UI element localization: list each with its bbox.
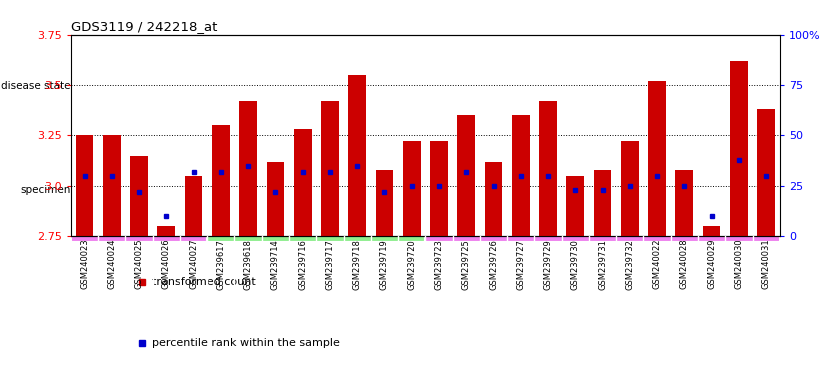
- Bar: [730, 61, 748, 236]
- Text: GSM240024: GSM240024: [108, 239, 116, 290]
- Text: GSM239723: GSM239723: [435, 239, 444, 290]
- Bar: [703, 226, 721, 236]
- Bar: [485, 162, 502, 236]
- Text: non-inflamed: non-inflamed: [102, 185, 176, 195]
- Text: GSM239716: GSM239716: [298, 239, 307, 290]
- Bar: [158, 226, 175, 236]
- Bar: [539, 101, 557, 236]
- Text: control: control: [120, 81, 158, 91]
- Text: GSM239732: GSM239732: [626, 239, 635, 290]
- Text: percentile rank within the sample: percentile rank within the sample: [153, 338, 340, 348]
- Text: GDS3119 / 242218_at: GDS3119 / 242218_at: [71, 20, 218, 33]
- Text: GSM240023: GSM240023: [80, 239, 89, 290]
- Bar: [676, 170, 693, 236]
- Text: ulcerative colitis: ulcerative colitis: [448, 81, 540, 91]
- Bar: [184, 176, 203, 236]
- Bar: [239, 101, 257, 236]
- Bar: [71, 138, 207, 242]
- Bar: [594, 170, 611, 236]
- Text: GSM239618: GSM239618: [244, 239, 253, 290]
- Bar: [207, 138, 425, 242]
- Text: GSM240031: GSM240031: [761, 239, 771, 290]
- Text: GSM239617: GSM239617: [216, 239, 225, 290]
- Bar: [321, 101, 339, 236]
- Text: GSM239727: GSM239727: [516, 239, 525, 290]
- Bar: [212, 125, 229, 236]
- Text: GSM239729: GSM239729: [544, 239, 553, 290]
- Text: GSM240026: GSM240026: [162, 239, 171, 290]
- Bar: [130, 156, 148, 236]
- Text: non-inflamed: non-inflamed: [565, 185, 640, 195]
- Text: GSM239725: GSM239725: [462, 239, 470, 290]
- Text: GSM239717: GSM239717: [325, 239, 334, 290]
- Bar: [425, 138, 780, 242]
- Text: specimen: specimen: [21, 185, 71, 195]
- Bar: [207, 35, 780, 138]
- Text: GSM239726: GSM239726: [489, 239, 498, 290]
- Bar: [375, 170, 394, 236]
- Bar: [566, 176, 584, 236]
- Text: GSM239730: GSM239730: [570, 239, 580, 290]
- Text: GSM240028: GSM240028: [680, 239, 689, 290]
- Text: transformed count: transformed count: [153, 277, 256, 287]
- Text: inflamed: inflamed: [292, 185, 341, 195]
- Text: GSM240025: GSM240025: [134, 239, 143, 290]
- Text: GSM240022: GSM240022: [652, 239, 661, 290]
- Text: GSM240030: GSM240030: [735, 239, 743, 290]
- Text: GSM240027: GSM240027: [189, 239, 198, 290]
- Text: GSM239731: GSM239731: [598, 239, 607, 290]
- Text: GSM239720: GSM239720: [407, 239, 416, 290]
- Bar: [757, 109, 775, 236]
- Bar: [403, 141, 420, 236]
- Bar: [457, 115, 475, 236]
- Bar: [103, 136, 121, 236]
- Bar: [71, 35, 207, 138]
- Bar: [648, 81, 666, 236]
- Text: GSM240029: GSM240029: [707, 239, 716, 290]
- Bar: [621, 141, 639, 236]
- Text: GSM239714: GSM239714: [271, 239, 280, 290]
- Bar: [76, 136, 93, 236]
- Text: GSM239718: GSM239718: [353, 239, 362, 290]
- Bar: [267, 162, 284, 236]
- Bar: [430, 141, 448, 236]
- Text: disease state: disease state: [2, 81, 71, 91]
- Bar: [294, 129, 312, 236]
- Text: GSM239719: GSM239719: [380, 239, 389, 290]
- Bar: [512, 115, 530, 236]
- Bar: [349, 75, 366, 236]
